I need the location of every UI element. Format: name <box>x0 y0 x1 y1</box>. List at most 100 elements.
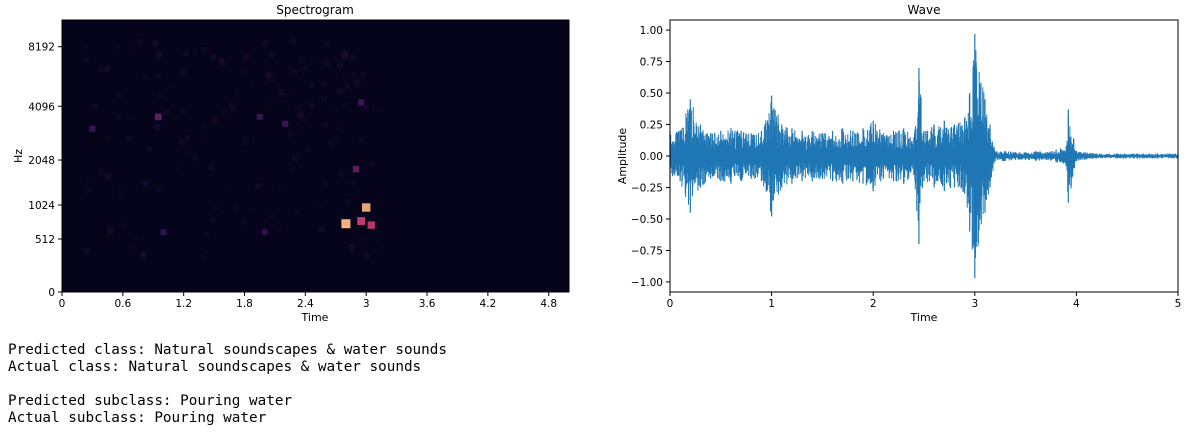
spectrogram-noise-cell <box>295 104 302 111</box>
spectrogram-noise-cell <box>268 51 275 58</box>
spectrogram-noise-cell <box>82 45 89 52</box>
predicted-class-text: Predicted class: Natural soundscapes & w… <box>8 342 447 358</box>
spectrogram-noise-cell <box>243 53 250 60</box>
spectrogram-noise-cell <box>323 60 330 67</box>
spectrogram-noise-cell <box>156 50 163 57</box>
spectrogram-noise-cell <box>336 88 343 95</box>
wave-panel: Wave 0 1 2 3 4 5 1.00 0.75 0.50 0.25 0.00 −0.25 −0.… <box>616 3 1181 324</box>
spectrogram-noise-cell <box>336 60 343 67</box>
spectrogram-noise-cell <box>337 63 344 70</box>
spectrogram-y-tick-label: 2048 <box>28 155 55 167</box>
spectrogram-noise-cell <box>143 181 150 188</box>
spectrogram-noise-cell <box>219 60 226 67</box>
blank-line <box>8 376 447 393</box>
spectrogram-noise-cell <box>210 217 217 224</box>
actual-class-text: Actual class: Natural soundscapes & wate… <box>8 359 422 375</box>
spectrogram-noise-cell <box>279 60 286 67</box>
spectrogram-noise-cell <box>343 82 350 89</box>
spectrogram-noise-cell <box>198 132 205 139</box>
wave-x-tick-label: 4 <box>1073 298 1080 310</box>
spectrogram-noise-cell <box>339 86 346 93</box>
spectrogram-noise-cell <box>228 102 235 109</box>
wave-x-tick-label: 0 <box>667 298 674 310</box>
spectrogram-noise-cell <box>358 78 365 85</box>
spectrogram-noise-cell <box>82 56 89 63</box>
spectrogram-noise-cell <box>349 243 356 250</box>
spectrogram-noise-cell <box>349 179 356 186</box>
spectrogram-noise-cell <box>167 83 174 90</box>
spectrogram-y-tick-label: 8192 <box>28 42 55 54</box>
spectrogram-hotspot <box>89 125 96 132</box>
spectrogram-noise-cell <box>127 44 134 51</box>
wave-y-tick-label: 0.75 <box>640 57 663 69</box>
spectrogram-noise-cell <box>321 96 328 103</box>
spectrogram-noise-cell <box>303 64 310 71</box>
wave-y-tick-label: 0.00 <box>640 151 663 163</box>
wave-y-tick-label: −1.00 <box>631 277 663 289</box>
spectrogram-noise-cell <box>213 204 220 211</box>
spectrogram-y-tick-label: 1024 <box>28 200 55 212</box>
spectrogram-noise-cell <box>333 134 340 141</box>
spectrogram-noise-cell <box>240 218 247 225</box>
spectrogram-noise-cell <box>184 135 191 142</box>
spectrogram-background <box>62 20 569 292</box>
spectrogram-noise-cell <box>332 106 339 113</box>
spectrogram-noise-cell <box>155 53 162 60</box>
spectrogram-noise-cell <box>255 183 262 190</box>
spectrogram-noise-cell <box>358 137 365 144</box>
spectrogram-x-tick-label: 0.6 <box>114 298 131 310</box>
spectrogram-noise-cell <box>153 123 160 130</box>
spectrogram-noise-cell <box>127 114 134 121</box>
spectrogram-noise-cell <box>276 227 283 234</box>
spectrogram-noise-cell <box>304 146 311 153</box>
spectrogram-noise-cell <box>343 102 350 109</box>
spectrogram-noise-cell <box>267 100 274 107</box>
spectrogram-noise-cell <box>126 135 133 142</box>
spectrogram-noise-cell <box>189 77 196 84</box>
spectrogram-noise-cell <box>200 123 207 130</box>
wave-x-ticks: 0 1 2 3 4 5 <box>667 292 1181 310</box>
spectrogram-noise-cell <box>339 171 346 178</box>
spectrogram-noise-cell <box>115 114 122 121</box>
spectrogram-noise-cell <box>318 202 325 209</box>
spectrogram-noise-cell <box>269 75 276 82</box>
spectrogram-x-tick-label: 1.8 <box>236 298 253 310</box>
spectrogram-y-tick-label: 0 <box>48 287 55 299</box>
spectrogram-noise-cell <box>287 131 294 138</box>
spectrogram-hotspot <box>282 120 289 127</box>
spectrogram-hotspot <box>358 99 365 106</box>
wave-title: Wave <box>908 3 941 17</box>
spectrogram-noise-cell <box>311 56 318 63</box>
spectrogram-noise-cell <box>250 206 257 213</box>
spectrogram-noise-cell <box>141 73 148 80</box>
wave-y-tick-label: 0.25 <box>640 120 663 132</box>
spectrogram-noise-cell <box>240 69 247 76</box>
spectrogram-noise-cell <box>141 250 148 257</box>
spectrogram-noise-cell <box>243 135 250 142</box>
spectrogram-noise-cell <box>127 244 134 251</box>
actual-subclass-text: Actual subclass: Pouring water <box>8 410 267 426</box>
spectrogram-frame <box>61 19 570 293</box>
spectrogram-hotspot <box>357 217 366 225</box>
spectrogram-noise-cell <box>364 252 371 259</box>
spectrogram-noise-cell <box>105 135 112 142</box>
spectrogram-noise-cell <box>342 49 349 56</box>
spectrogram-noise-cell <box>257 227 264 234</box>
spectrogram-hotspots <box>89 99 375 236</box>
spectrogram-noise-cell <box>374 249 381 256</box>
spectrogram-noise-cell <box>300 116 307 123</box>
spectrogram-noise-cell <box>292 69 299 76</box>
spectrogram-noise-cell <box>285 92 292 99</box>
spectrogram-noise-cell <box>298 57 305 64</box>
spectrogram-noise-cell <box>268 212 275 219</box>
spectrogram-noise-cell <box>86 102 93 109</box>
spectrogram-hotspot <box>262 229 268 236</box>
spectrogram-noise-cell <box>291 156 298 163</box>
spectrogram-noise-cell <box>242 139 249 146</box>
spectrogram-x-label: Time <box>301 311 329 324</box>
spectrogram-x-tick-label: 2.4 <box>297 298 314 310</box>
spectrogram-noise-cell <box>199 253 206 260</box>
spectrogram-hotspot <box>367 221 375 229</box>
spectrogram-noise-cell <box>208 164 215 171</box>
wave-y-tick-label: 1.00 <box>640 25 663 37</box>
